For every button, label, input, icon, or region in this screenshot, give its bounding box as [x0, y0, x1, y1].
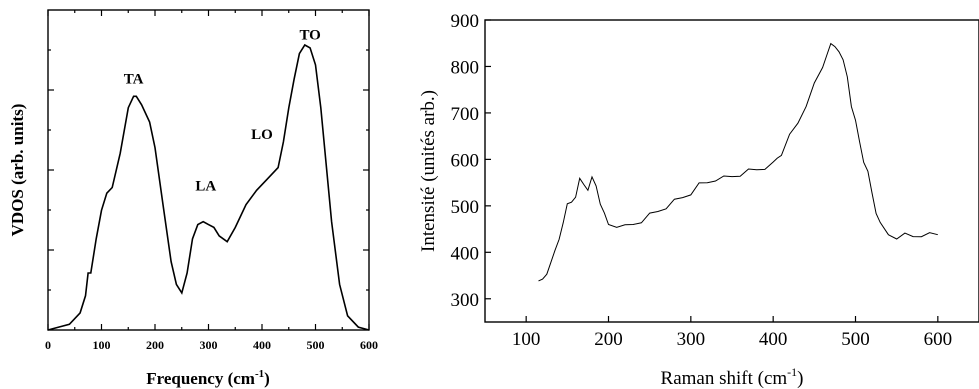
vdos-y-axis-label: VDOS (arb. units) [8, 104, 27, 237]
vdos-annotations: TA LA LO TO [124, 27, 321, 194]
raman-y-ticks [485, 19, 491, 300]
raman-x-axis-label-sup: -1 [787, 365, 797, 379]
vdos-x-axis-label-sup: -1 [255, 368, 264, 380]
vdos-x-tick-label: 0 [45, 338, 51, 352]
raman-x-ticks [525, 316, 939, 322]
vdos-x-axis-label-close: ) [264, 369, 270, 388]
raman-y-axis-label: Intensité (unités arb.) [418, 90, 439, 252]
vdos-x-tick-label: 500 [307, 338, 325, 352]
vdos-x-tick-label: 400 [253, 338, 271, 352]
vdos-x-tick-label: 200 [146, 338, 164, 352]
raman-y-tick-label: 600 [451, 150, 480, 171]
vdos-y-ticks [48, 49, 369, 291]
raman-y-tick-label: 300 [451, 290, 480, 311]
raman-y-tick-label: 700 [451, 104, 480, 125]
vdos-x-tick-labels: 0 100 200 300 400 500 600 [45, 338, 378, 352]
raman-x-axis-label: Raman shift (cm-1) [661, 365, 804, 389]
raman-y-tick-label: 500 [451, 197, 480, 218]
raman-y-tick-label: 800 [451, 57, 480, 78]
raman-x-tick-label: 300 [677, 329, 706, 350]
raman-x-tick-label: 200 [594, 329, 623, 350]
vdos-x-tick-label: 300 [200, 338, 218, 352]
raman-x-axis-label-close: ) [797, 368, 803, 389]
vdos-x-tick-label: 100 [93, 338, 111, 352]
raman-plot-frame [484, 19, 979, 323]
vdos-series-line [47, 43, 370, 331]
raman-x-tick-label: 100 [512, 329, 541, 350]
vdos-peak-label-ta: TA [124, 71, 144, 87]
raman-x-tick-label: 500 [841, 329, 870, 350]
vdos-x-axis-label: Frequency (cm-1) [146, 368, 270, 388]
vdos-peak-label-lo: LO [251, 127, 273, 143]
vdos-chart: 0 100 200 300 400 500 600 TA LA LO TO Frequency (… [8, 9, 378, 388]
raman-y-tick-label: 400 [451, 243, 480, 264]
raman-series-line [538, 42, 938, 282]
vdos-x-ticks [47, 10, 370, 330]
vdos-peak-label-to: TO [299, 27, 320, 43]
vdos-plot-frame [47, 9, 370, 331]
raman-x-tick-label: 600 [924, 329, 953, 350]
raman-y-tick-label: 900 [451, 11, 480, 32]
raman-x-tick-label: 400 [759, 329, 788, 350]
vdos-peak-label-la: LA [195, 178, 216, 194]
vdos-x-tick-label: 600 [360, 338, 378, 352]
raman-y-tick-labels: 300 400 500 600 700 800 900 [451, 11, 480, 311]
raman-chart: 100 200 300 400 500 600 300 400 500 600 700 800 900… [418, 11, 979, 389]
raman-x-tick-labels: 100 200 300 400 500 600 [512, 329, 952, 350]
